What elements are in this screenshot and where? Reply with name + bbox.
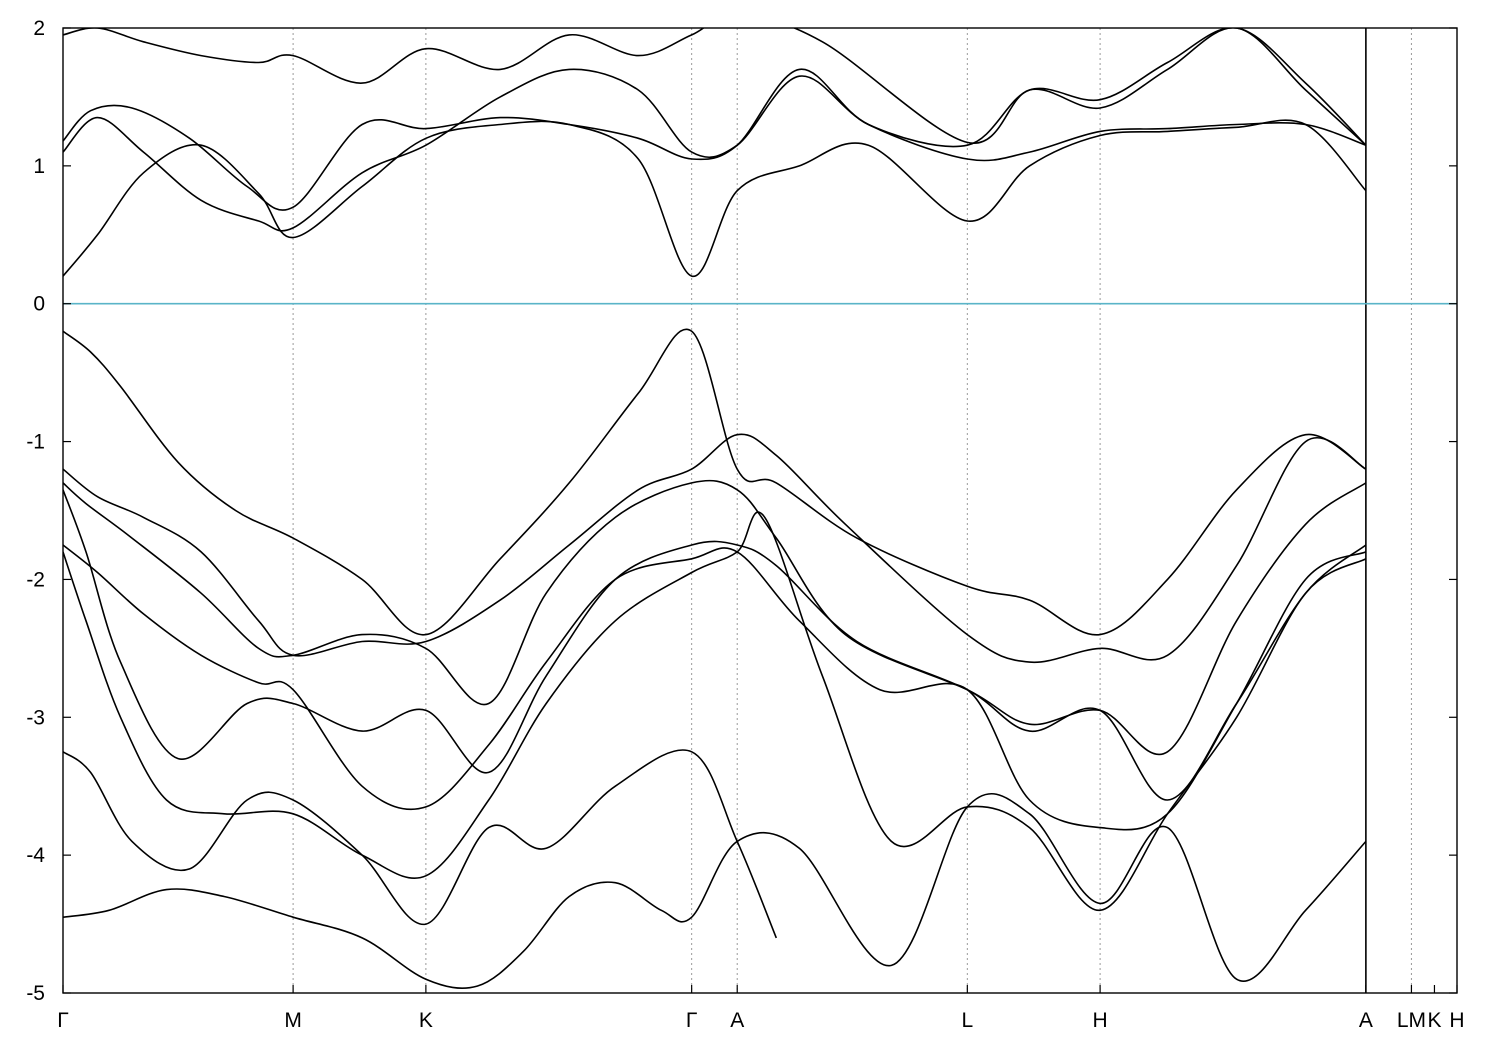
- y-tick-label: -4: [26, 844, 45, 867]
- x-axis-ticks: Γ M K Γ A L H A LM K H: [57, 985, 1465, 1032]
- band-9: [63, 68, 1367, 232]
- band-0: [63, 328, 1367, 636]
- y-tick-label: 2: [33, 17, 45, 40]
- x-tick-label: H: [1449, 1009, 1464, 1032]
- band-3: [63, 489, 1367, 801]
- x-tick-label: A: [1359, 1009, 1373, 1032]
- band-2: [63, 479, 1367, 756]
- band-11: [63, 28, 1367, 146]
- y-tick-label: -3: [26, 706, 45, 729]
- plot-frame: [62, 27, 1458, 994]
- y-axis-ticks: 2 1 0 -1 -2 -3 -4 -5: [26, 17, 1457, 1005]
- band-5: [63, 511, 1367, 912]
- band-7: [63, 792, 1367, 989]
- band-4: [63, 544, 1367, 831]
- band-10: [63, 28, 1367, 211]
- x-tick-label: K: [419, 1009, 433, 1032]
- y-tick-label: -1: [26, 431, 45, 454]
- x-tick-label: LM: [1397, 1009, 1426, 1032]
- x-tick-label: M: [284, 1009, 302, 1032]
- x-tick-label: Γ: [686, 1009, 698, 1032]
- y-tick-label: 1: [33, 155, 45, 178]
- gridlines: [292, 28, 1412, 993]
- y-tick-label: 0: [33, 293, 45, 316]
- x-tick-label: H: [1093, 1009, 1108, 1032]
- x-tick-label: Γ: [57, 1009, 69, 1032]
- band-1: [63, 433, 1367, 664]
- band-lines: [63, 28, 1367, 989]
- band-6: [63, 749, 778, 939]
- band-8: [63, 119, 1367, 277]
- y-tick-label: -2: [26, 568, 45, 591]
- x-tick-label: A: [730, 1009, 744, 1032]
- x-tick-label: K: [1427, 1009, 1441, 1032]
- x-tick-label: L: [961, 1009, 973, 1032]
- y-tick-label: -5: [26, 982, 45, 1005]
